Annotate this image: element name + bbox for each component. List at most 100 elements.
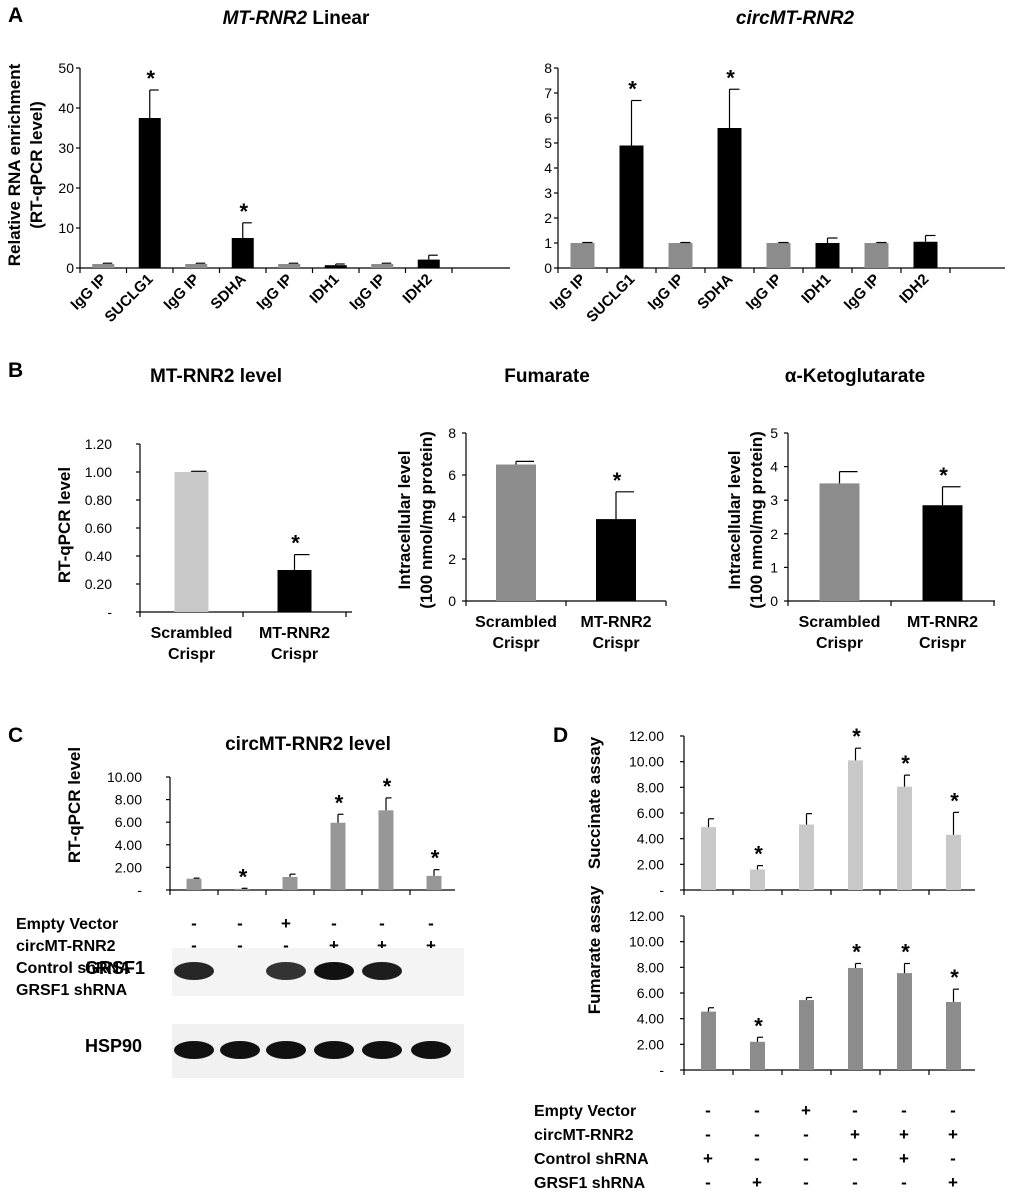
- y-tick-label: 1.20: [85, 436, 112, 452]
- y-tick-label: 10.00: [107, 769, 142, 785]
- bar: [231, 238, 254, 268]
- condition-mark: -: [191, 914, 197, 933]
- chart-a1-title-plain: Linear: [307, 8, 370, 29]
- x-category-label: Scrambled: [799, 614, 881, 631]
- panel-label-a: A: [8, 4, 23, 27]
- significance-star: *: [146, 66, 155, 91]
- chart-a1-title: MT-RNR2 Linear: [223, 8, 370, 29]
- condition-mark: -: [331, 914, 337, 933]
- blot-band: [220, 1041, 260, 1059]
- significance-star: *: [754, 842, 763, 867]
- chart-b3: 0 1 2 3 4 5 Scrambled Crispr * MT-RNR2 Crispr: [770, 425, 995, 652]
- condition-mark: +: [801, 1101, 811, 1120]
- bar: [234, 888, 250, 890]
- chart-b1-ylabel: RT-qPCR level: [55, 467, 74, 583]
- y-tick-label: 0.20: [85, 576, 112, 592]
- y-tick-label: 12.00: [629, 908, 664, 924]
- x-category-label: IgG IP: [645, 271, 688, 314]
- bar: [897, 973, 912, 1070]
- blot-band: [362, 1041, 402, 1059]
- condition-mark: -: [705, 1173, 711, 1192]
- y-tick-label: 3: [770, 492, 778, 508]
- condition-mark: +: [850, 1125, 860, 1144]
- condition-label: circMT-RNR2: [534, 1127, 634, 1144]
- bar: [426, 875, 442, 890]
- significance-star: *: [852, 724, 861, 749]
- x-category-label: IgG IP: [841, 271, 884, 314]
- x-category-label: IgG IP: [346, 271, 389, 314]
- condition-mark: +: [752, 1173, 762, 1192]
- chart-c-title: circMT-RNR2 level: [225, 734, 391, 755]
- y-tick-label: 1: [770, 559, 778, 575]
- x-category-label: Scrambled: [151, 625, 233, 642]
- y-tick-label: 4.00: [115, 837, 142, 853]
- y-tick-label: 40: [58, 100, 74, 116]
- condition-table-d: Empty Vector - - + - - - circMT-RNR2 - - - + + + Contr…: [534, 1101, 958, 1192]
- x-category-label: Crispr: [492, 635, 539, 652]
- y-tick-label: 8.00: [637, 779, 664, 795]
- bar: [92, 264, 115, 268]
- significance-star: *: [754, 1013, 763, 1038]
- bar: [799, 1000, 814, 1070]
- y-tick-label: 4.00: [637, 1011, 664, 1027]
- y-tick-label: 30: [58, 140, 74, 156]
- significance-star: *: [901, 751, 910, 776]
- y-tick-label: -: [137, 882, 142, 898]
- bar: [815, 243, 840, 268]
- condition-label: circMT-RNR2: [16, 938, 116, 955]
- condition-mark: -: [428, 914, 434, 933]
- significance-star: *: [950, 788, 959, 813]
- condition-label: Control shRNA: [534, 1151, 649, 1168]
- y-tick-label: -: [107, 604, 112, 620]
- y-tick-label: 8: [544, 60, 552, 76]
- y-tick-label: -: [659, 882, 664, 898]
- bar: [946, 1001, 961, 1070]
- y-tick-label: 2: [448, 551, 456, 567]
- blot-band: [314, 962, 354, 980]
- panel-label-d: D: [553, 724, 568, 747]
- bar: [668, 243, 693, 268]
- condition-mark: +: [899, 1125, 909, 1144]
- y-tick-label: 8.00: [637, 959, 664, 975]
- y-tick-label: 3: [544, 185, 552, 201]
- y-tick-label: 4.00: [637, 831, 664, 847]
- condition-mark: -: [803, 1173, 809, 1192]
- bar: [330, 822, 346, 890]
- bar: [750, 869, 765, 890]
- bar: [282, 877, 298, 890]
- condition-mark: +: [948, 1125, 958, 1144]
- significance-star: *: [383, 774, 392, 799]
- y-tick-label: 0.80: [85, 492, 112, 508]
- chart-b3-ylabel-line1: Intracellular level: [725, 451, 744, 590]
- condition-mark: -: [852, 1173, 858, 1192]
- condition-mark: -: [283, 936, 289, 955]
- y-tick-label: 5: [544, 135, 552, 151]
- condition-label: Empty Vector: [534, 1103, 636, 1120]
- y-tick-label: 2.00: [115, 859, 142, 875]
- condition-mark: -: [754, 1125, 760, 1144]
- y-tick-label: 2.00: [637, 856, 664, 872]
- significance-star: *: [239, 864, 248, 889]
- x-category-label: Crispr: [592, 635, 639, 652]
- x-category-label: IgG IP: [67, 271, 110, 314]
- blot-label-hsp90: HSP90: [85, 1036, 142, 1056]
- y-tick-label: 0: [448, 593, 456, 609]
- significance-star: *: [613, 468, 622, 493]
- condition-mark: -: [191, 936, 197, 955]
- x-category-label: Scrambled: [475, 614, 557, 631]
- bar: [277, 570, 312, 612]
- bar: [766, 243, 791, 268]
- bar: [864, 243, 889, 268]
- y-tick-label: 0: [66, 260, 74, 276]
- condition-mark: -: [901, 1101, 907, 1120]
- blot-band: [174, 962, 214, 980]
- bar: [138, 118, 161, 268]
- chart-b3-ylabel-line2: (100 nmol/mg protein): [747, 431, 766, 609]
- chart-c-ylabel: RT-qPCR level: [65, 747, 84, 863]
- y-tick-label: 12.00: [629, 728, 664, 744]
- bar: [174, 472, 209, 612]
- x-category-label: IDH2: [896, 271, 932, 307]
- significance-star: *: [726, 65, 735, 90]
- bar: [701, 1011, 716, 1070]
